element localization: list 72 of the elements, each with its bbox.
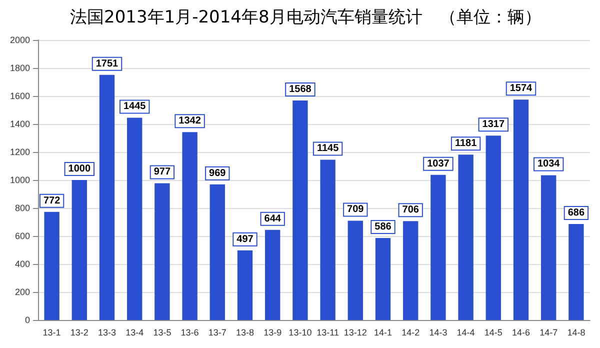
x-tick-label: 14-4: [456, 328, 475, 338]
data-label: 644: [264, 213, 282, 224]
data-label: 686: [568, 207, 585, 218]
bar: [568, 224, 584, 320]
y-tick-label: 1000: [10, 175, 30, 185]
x-tick-label: 13-3: [98, 328, 116, 338]
data-label: 706: [402, 204, 420, 216]
x-tick-label: 13-7: [208, 328, 226, 338]
data-label: 1342: [178, 116, 202, 127]
bar: [182, 132, 198, 320]
bar: [375, 238, 391, 320]
bar: [210, 184, 225, 320]
data-label: 1445: [123, 101, 146, 112]
y-tick-label: 2000: [10, 35, 30, 45]
x-tick-label: 14-6: [512, 328, 530, 338]
data-label: 969: [209, 168, 226, 179]
x-tick-label: 14-2: [402, 328, 420, 338]
data-label: 1037: [427, 158, 450, 170]
data-label: 1574: [510, 83, 533, 94]
x-tick-label: 13-8: [236, 328, 254, 338]
x-tick-label: 14-3: [429, 328, 448, 338]
x-tick-label: 13-4: [126, 328, 144, 338]
bar: [403, 221, 418, 320]
y-tick-label: 1200: [10, 147, 30, 157]
bar: [72, 180, 87, 320]
x-tick-label: 14-7: [540, 328, 558, 338]
x-tick-label: 13-1: [42, 328, 61, 338]
bar: [44, 212, 60, 320]
x-tick-label: 13-11: [316, 328, 339, 338]
data-label: 497: [236, 234, 254, 245]
data-label: 1317: [482, 119, 505, 130]
y-tick-label: 1800: [10, 63, 30, 73]
data-label: 977: [154, 166, 171, 178]
x-tick-label: 14-1: [374, 328, 392, 338]
data-label: 1568: [289, 84, 312, 95]
data-label: 1181: [454, 138, 478, 150]
y-tick-label: 400: [14, 259, 30, 269]
data-label: 1034: [537, 158, 560, 170]
y-tick-label: 800: [14, 203, 30, 213]
bar: [430, 174, 446, 320]
y-tick-label: 1600: [10, 91, 30, 101]
bar: [348, 220, 363, 320]
bar: [237, 250, 253, 320]
bar: [99, 74, 115, 320]
y-tick-label: 1400: [10, 119, 30, 129]
bar: [127, 118, 142, 320]
bar: [265, 230, 280, 320]
x-tick-label: 13-5: [153, 328, 172, 338]
bar: [486, 136, 501, 320]
y-tick-label: 0: [24, 315, 30, 325]
bar: [513, 100, 529, 320]
bar: [154, 183, 170, 320]
x-tick-label: 13-12: [344, 328, 367, 338]
x-tick-label: 13-9: [264, 328, 282, 338]
data-label: 1751: [96, 58, 119, 70]
y-tick-label: 200: [14, 287, 30, 297]
bar: [320, 160, 336, 320]
y-tick-label: 600: [14, 231, 30, 241]
data-label: 1145: [316, 143, 340, 154]
data-label: 709: [347, 204, 364, 216]
bar: [541, 175, 556, 320]
x-tick-label: 14-8: [567, 328, 586, 338]
x-tick-label: 13-10: [288, 328, 312, 338]
data-label: 586: [374, 221, 392, 232]
bar: [292, 100, 308, 320]
x-tick-label: 14-5: [484, 328, 502, 338]
data-label: 772: [43, 195, 61, 206]
data-label: 1000: [68, 164, 91, 174]
x-tick-label: 13-6: [180, 328, 199, 338]
bar: [458, 154, 474, 320]
chart-title: 法国2013年1月-2014年8月电动汽车销量统计 （单位：辆）: [70, 8, 542, 28]
x-tick-label: 13-2: [70, 328, 88, 338]
